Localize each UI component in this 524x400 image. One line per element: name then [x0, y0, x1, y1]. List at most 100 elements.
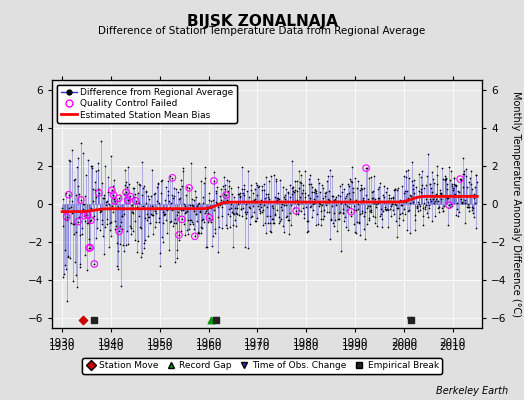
Point	[243, 209, 251, 216]
Point	[255, 183, 263, 189]
Point	[117, 213, 126, 219]
Point	[298, 199, 307, 206]
Point	[64, 254, 72, 260]
Point	[410, 176, 418, 183]
Point	[357, 210, 366, 216]
Point	[363, 164, 372, 171]
Point	[303, 228, 312, 234]
Point	[61, 216, 70, 222]
Text: 1960: 1960	[195, 342, 222, 352]
Point	[286, 194, 294, 200]
Point	[456, 176, 464, 182]
Point	[459, 170, 467, 177]
Point	[302, 204, 310, 210]
Point	[210, 207, 219, 213]
Point	[120, 190, 128, 197]
Point	[122, 179, 130, 185]
Point	[66, 255, 74, 262]
Point	[389, 195, 398, 202]
Point	[311, 186, 320, 192]
Text: BIJSK ZONALNAJA: BIJSK ZONALNAJA	[187, 14, 337, 29]
Point	[268, 203, 276, 209]
Point	[439, 208, 447, 214]
Point	[280, 196, 289, 203]
Point	[414, 198, 422, 205]
Point	[400, 188, 409, 194]
Point	[82, 211, 90, 218]
Point	[190, 208, 199, 214]
Point	[233, 205, 241, 212]
Point	[181, 202, 190, 209]
Point	[225, 178, 234, 184]
Point	[129, 228, 137, 234]
Point	[455, 208, 464, 215]
Point	[326, 217, 335, 224]
Point	[376, 213, 384, 219]
Point	[263, 204, 271, 210]
Point	[274, 195, 282, 201]
Point	[307, 181, 315, 187]
Point	[171, 216, 179, 223]
Point	[88, 162, 96, 169]
Point	[274, 190, 282, 197]
Point	[455, 192, 464, 199]
Point	[210, 178, 218, 184]
Point	[132, 198, 140, 204]
Point	[324, 196, 332, 202]
Point	[472, 172, 481, 178]
Point	[164, 188, 172, 194]
Point	[325, 188, 333, 194]
Point	[95, 207, 104, 213]
Point	[295, 184, 303, 191]
Point	[422, 196, 430, 202]
Point	[191, 233, 199, 240]
Point	[275, 196, 283, 202]
Point	[411, 226, 420, 233]
Point	[195, 200, 203, 206]
Point	[73, 164, 81, 170]
Point	[83, 212, 92, 218]
Point	[406, 230, 414, 236]
Point	[141, 188, 150, 195]
Point	[234, 190, 243, 197]
Point	[155, 218, 163, 225]
Point	[134, 238, 142, 244]
Point	[470, 195, 478, 202]
Point	[216, 196, 225, 203]
Point	[430, 194, 439, 200]
Point	[361, 213, 369, 220]
Point	[153, 198, 161, 204]
Text: 1930: 1930	[49, 342, 75, 352]
Point	[252, 218, 260, 224]
Point	[358, 208, 366, 214]
Point	[472, 225, 480, 231]
Point	[401, 211, 409, 218]
Point	[184, 231, 192, 237]
Point	[375, 198, 384, 204]
Point	[397, 202, 405, 208]
Point	[332, 198, 340, 204]
Point	[395, 214, 403, 221]
Point	[196, 224, 205, 230]
Point	[387, 195, 396, 202]
Point	[62, 266, 70, 272]
Point	[385, 192, 393, 198]
Point	[438, 205, 446, 212]
Point	[207, 317, 215, 324]
Point	[178, 216, 186, 222]
Point	[330, 223, 339, 230]
Point	[93, 224, 101, 231]
Point	[337, 248, 345, 254]
Point	[392, 187, 401, 193]
Point	[147, 193, 156, 199]
Point	[184, 217, 192, 224]
Point	[87, 217, 95, 224]
Point	[189, 225, 198, 232]
Point	[156, 262, 164, 269]
Point	[91, 179, 100, 186]
Point	[169, 193, 178, 199]
Point	[162, 229, 171, 236]
Point	[272, 178, 280, 184]
Point	[137, 254, 145, 260]
Point	[385, 195, 394, 202]
